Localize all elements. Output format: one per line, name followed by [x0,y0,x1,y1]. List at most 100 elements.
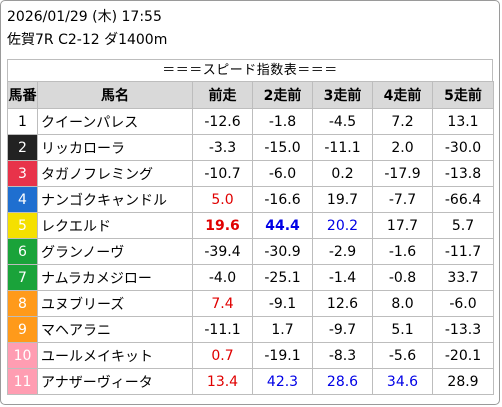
table-header-row: 馬番 馬名 前走 2走前 3走前 4走前 5走前 [7,81,494,109]
race-info: 佐賀7R C2-12 ダ1400m [7,32,168,48]
speed-index-cell: -4.5 [312,108,373,135]
speed-index-cell: 28.9 [432,368,494,395]
col-header-5-ago: 5走前 [432,81,494,109]
speed-index-cell: 7.2 [372,108,433,135]
speed-index-cell: 17.7 [372,212,433,239]
speed-index-cell: -1.6 [372,238,433,265]
race-datetime: 2026/01/29 (木) 17:55 [7,9,162,25]
horse-name-cell: レクエルド [37,212,193,239]
horse-name-cell: アナザーヴィータ [37,368,193,395]
speed-index-cell: -6.0 [252,160,313,187]
speed-index-cell: -25.1 [252,264,313,291]
speed-index-cell: 19.7 [312,186,373,213]
horse-number-cell: 8 [7,290,38,317]
speed-index-cell: -5.6 [372,342,433,369]
horse-name-cell: クイーンパレス [37,108,193,135]
horse-name-cell: ユールメイキット [37,342,193,369]
col-header-last: 前走 [192,81,253,109]
speed-index-cell: -11.7 [432,238,494,265]
speed-index-cell: -2.9 [312,238,373,265]
speed-index-cell: -17.9 [372,160,433,187]
col-header-number: 馬番 [7,81,38,109]
table-row: 4 ナンゴクキャンドル 5.0 -16.6 19.7 -7.7 -66.4 [7,186,494,213]
speed-index-cell: -1.4 [312,264,373,291]
speed-index-cell: 33.7 [432,264,494,291]
horse-name-cell: リッカローラ [37,134,193,161]
horse-number-cell: 9 [7,316,38,343]
table-body: 1 クイーンパレス -12.6 -1.8 -4.5 7.2 13.1 2 リッカローラ -3.3-… [7,108,494,395]
horse-name-cell: ナムラカメジロー [37,264,193,291]
table-row: 11 アナザーヴィータ 13.4 42.3 28.6 34.6 28.9 [7,368,494,395]
speed-index-cell: 20.2 [312,212,373,239]
speed-index-cell: -66.4 [432,186,494,213]
speed-index-cell: -15.0 [252,134,313,161]
horse-number-cell: 3 [7,160,38,187]
speed-index-cell: -39.4 [192,238,253,265]
speed-index-cell: -0.8 [372,264,433,291]
col-header-4-ago: 4走前 [372,81,433,109]
speed-index-cell: -9.7 [312,316,373,343]
speed-index-cell: -19.1 [252,342,313,369]
horse-name-cell: マヘアラニ [37,316,193,343]
speed-index-cell: 5.1 [372,316,433,343]
speed-index-cell: 12.6 [312,290,373,317]
table-row: 6 グランノーヴ -39.4 -30.9 -2.9 -1.6 -11.7 [7,238,494,265]
horse-number-cell: 11 [7,368,38,395]
horse-name-cell: グランノーヴ [37,238,193,265]
horse-name-cell: ユヌブリーズ [37,290,193,317]
speed-index-cell: -13.3 [432,316,494,343]
speed-index-cell: -20.1 [432,342,494,369]
speed-index-cell: -16.6 [252,186,313,213]
speed-index-cell: 13.1 [432,108,494,135]
table-row: 8 ユヌブリーズ 7.4 -9.1 12.6 8.0 -6.0 [7,290,494,317]
horse-name-cell: ナンゴクキャンドル [37,186,193,213]
speed-index-cell: 7.4 [192,290,253,317]
speed-index-cell: -8.3 [312,342,373,369]
speed-index-cell: -30.9 [252,238,313,265]
speed-index-cell: 2.0 [372,134,433,161]
speed-index-cell: 0.2 [312,160,373,187]
speed-index-cell: -13.8 [432,160,494,187]
horse-name-cell: タガノフレミング [37,160,193,187]
speed-index-cell: 5.7 [432,212,494,239]
table-row: 9 マヘアラニ -11.1 1.7 -9.7 5.1 -13.3 [7,316,494,343]
horse-number-cell: 5 [7,212,38,239]
speed-index-cell: 28.6 [312,368,373,395]
speed-index-cell: -9.1 [252,290,313,317]
speed-index-cell: -12.6 [192,108,253,135]
speed-index-cell: 1.7 [252,316,313,343]
speed-index-cell: -30.0 [432,134,494,161]
col-header-2-ago: 2走前 [252,81,313,109]
table-row: 2 リッカローラ -3.3 -15.0 -11.1 2.0 -30.0 [7,134,494,161]
speed-index-cell: 19.6 [192,212,253,239]
speed-index-table: 馬番 馬名 前走 2走前 3走前 4走前 5走前 1 クイーンパレス -12.6 -1… [7,81,494,395]
horse-number-cell: 2 [7,134,38,161]
table-title-banner: ＝＝＝スピード指数表＝＝＝ [7,59,493,81]
table-row: 7 ナムラカメジロー -4.0 -25.1 -1.4 -0.8 33.7 [7,264,494,291]
horse-number-cell: 1 [7,108,38,135]
col-header-name: 馬名 [37,81,193,109]
speed-index-cell: 42.3 [252,368,313,395]
speed-index-cell: -11.1 [192,316,253,343]
speed-index-cell: 34.6 [372,368,433,395]
speed-index-cell: -4.0 [192,264,253,291]
speed-index-cell: 8.0 [372,290,433,317]
speed-index-cell: -10.7 [192,160,253,187]
table-row: 10 ユールメイキット 0.7 -19.1 -8.3 -5.6 -20.1 [7,342,494,369]
speed-index-cell: -6.0 [432,290,494,317]
speed-index-cell: 5.0 [192,186,253,213]
col-header-3-ago: 3走前 [312,81,373,109]
horse-number-cell: 10 [7,342,38,369]
horse-number-cell: 7 [7,264,38,291]
speed-index-cell: -3.3 [192,134,253,161]
speed-index-cell: 13.4 [192,368,253,395]
table-row: 3 タガノフレミング -10.7 -6.0 0.2 -17.9 -13.8 [7,160,494,187]
table-row: 1 クイーンパレス -12.6 -1.8 -4.5 7.2 13.1 [7,108,494,135]
speed-index-cell: -11.1 [312,134,373,161]
speed-index-cell: 44.4 [252,212,313,239]
speed-index-cell: 0.7 [192,342,253,369]
speed-index-cell: -1.8 [252,108,313,135]
horse-number-cell: 4 [7,186,38,213]
horse-number-cell: 6 [7,238,38,265]
